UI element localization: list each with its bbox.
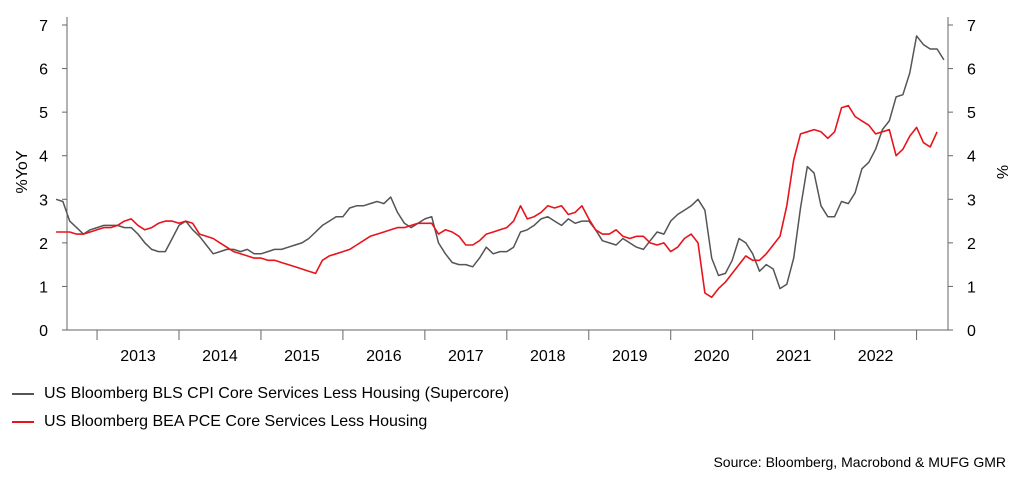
right-tick-label: 7 — [967, 18, 976, 35]
right-y-axis: 0 1 2 3 4 5 6 7 — [947, 17, 976, 340]
left-y-axis: 0 1 2 3 4 5 6 7 — [39, 17, 68, 340]
legend: US Bloomberg BLS CPI Core Services Less … — [12, 380, 509, 436]
x-tick-label: 2019 — [612, 348, 648, 365]
right-tick-label: 3 — [967, 192, 976, 209]
right-tick-label: 4 — [967, 149, 976, 166]
left-tick-label: 0 — [39, 323, 48, 340]
left-tick-label: 7 — [39, 18, 48, 35]
legend-label-pce: US Bloomberg BEA PCE Core Services Less … — [44, 413, 428, 430]
x-tick-label: 2016 — [366, 348, 402, 365]
left-tick-label: 3 — [39, 192, 48, 209]
x-tick-label: 2014 — [202, 348, 238, 365]
right-tick-label: 1 — [967, 279, 976, 296]
left-tick-label: 1 — [39, 279, 48, 296]
x-tick-label: 2021 — [776, 348, 812, 365]
x-axis: 2013 2014 2015 2016 2017 2018 2019 2020 2021 2022 — [67, 329, 948, 365]
left-tick-label: 2 — [39, 236, 48, 253]
left-tick-label: 5 — [39, 105, 48, 122]
series-layer — [55, 35, 945, 299]
right-tick-label: 5 — [967, 105, 976, 122]
legend-swatch-cpi — [12, 393, 34, 395]
y-axis-title-right: % — [993, 165, 1010, 179]
x-tick-label: 2020 — [694, 348, 730, 365]
legend-item-cpi: US Bloomberg BLS CPI Core Services Less … — [12, 380, 509, 408]
x-tick-label: 2015 — [284, 348, 320, 365]
series-line-cpi-supercore — [55, 35, 945, 290]
series-line-pce-core-services — [56, 104, 938, 299]
legend-label-cpi: US Bloomberg BLS CPI Core Services Less … — [44, 385, 510, 402]
source-note: Source: Bloomberg, Macrobond & MUFG GMR — [713, 454, 1006, 470]
right-tick-label: 2 — [967, 236, 976, 253]
left-tick-label: 6 — [39, 62, 48, 79]
x-tick-label: 2013 — [120, 348, 156, 365]
x-tick-label: 2018 — [530, 348, 566, 365]
x-tick-label: 2022 — [858, 348, 894, 365]
legend-swatch-pce — [12, 421, 34, 423]
right-tick-label: 0 — [967, 323, 976, 340]
left-tick-label: 4 — [39, 149, 48, 166]
x-tick-label: 2017 — [448, 348, 484, 365]
legend-item-pce: US Bloomberg BEA PCE Core Services Less … — [12, 408, 509, 436]
right-tick-label: 6 — [967, 62, 976, 79]
y-axis-title-left: %YoY — [14, 150, 31, 193]
